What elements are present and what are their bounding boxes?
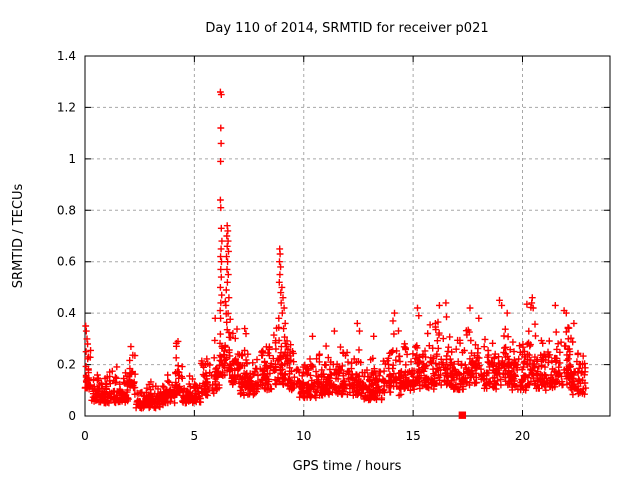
y-tick-label: 0: [68, 409, 76, 423]
data-points: [81, 88, 590, 412]
axis-ticks: [84, 55, 610, 417]
outlier-square: [458, 411, 467, 419]
y-axis-label: SRMTID / TECUs: [11, 184, 26, 289]
x-tick-label: 10: [296, 429, 311, 443]
x-tick-label: 20: [515, 429, 530, 443]
y-tick-label: 1.2: [57, 100, 76, 114]
plot-border: [84, 55, 611, 417]
x-tick-label: 5: [191, 429, 199, 443]
x-tick-label: 0: [81, 429, 89, 443]
y-tick-label: 0.6: [57, 255, 76, 269]
grid-lines: [85, 56, 610, 416]
y-tick-label: 0.8: [57, 203, 76, 217]
y-tick-label: 1.4: [57, 49, 76, 63]
y-tick-label: 1: [68, 152, 76, 166]
x-axis-label: GPS time / hours: [293, 459, 402, 474]
plot-generated-layer: 0 5 10 15 20 0 0.2 0.4 0.6 0.8 1 1.2 1.4: [57, 49, 611, 443]
y-tick-label: 0.2: [57, 358, 76, 372]
x-tick-label: 15: [405, 429, 420, 443]
chart-title: Day 110 of 2014, SRMTID for receiver p02…: [205, 21, 488, 36]
y-tick-label: 0.4: [57, 306, 76, 320]
